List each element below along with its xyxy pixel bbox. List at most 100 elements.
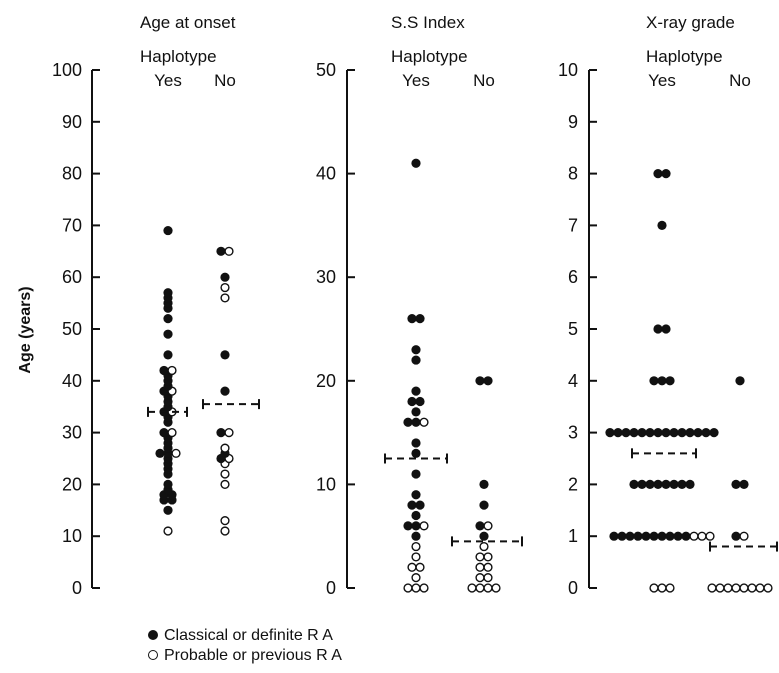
data-point-probable xyxy=(419,583,429,593)
panel-title: Age at onset xyxy=(140,13,236,32)
data-point-probable xyxy=(475,562,485,572)
data-point-classical xyxy=(653,479,663,489)
y-tick-label: 0 xyxy=(72,578,82,598)
data-point-classical xyxy=(415,314,425,324)
data-point-classical xyxy=(735,376,745,386)
group-label: Haplotype xyxy=(646,47,723,66)
data-point-probable xyxy=(224,428,234,438)
data-point-probable xyxy=(163,526,173,536)
data-point-classical xyxy=(653,324,663,334)
data-point-classical xyxy=(479,479,489,489)
data-point-classical xyxy=(415,396,425,407)
data-point-probable xyxy=(220,443,230,453)
y-tick-label: 20 xyxy=(62,474,82,494)
data-point-classical xyxy=(677,479,687,489)
y-tick-label: 10 xyxy=(316,474,336,494)
data-point-classical xyxy=(669,479,679,489)
data-point-probable xyxy=(697,531,707,541)
y-tick-label: 20 xyxy=(316,371,336,391)
data-point-probable xyxy=(649,583,659,593)
legend-item-classical: Classical or definite R A xyxy=(148,627,342,647)
data-point-probable xyxy=(411,573,421,583)
group-label: Haplotype xyxy=(140,47,217,66)
data-point-classical xyxy=(701,428,711,438)
data-point-probable xyxy=(483,583,493,593)
y-tick-label: 10 xyxy=(558,60,578,80)
data-point-probable xyxy=(475,583,485,593)
data-point-probable xyxy=(220,293,230,303)
y-tick-label: 30 xyxy=(316,267,336,287)
y-tick-label: 2 xyxy=(568,474,578,494)
data-point-probable xyxy=(479,541,489,552)
y-tick-label: 60 xyxy=(62,267,82,287)
data-point-classical xyxy=(479,531,489,541)
y-tick-label: 50 xyxy=(62,319,82,339)
data-point-classical xyxy=(411,417,421,427)
y-tick-label: 8 xyxy=(568,164,578,184)
category-label: No xyxy=(473,71,495,90)
data-point-classical xyxy=(159,428,169,438)
data-point-classical xyxy=(629,479,639,489)
y-tick-label: 7 xyxy=(568,215,578,235)
y-tick-label: 30 xyxy=(62,423,82,443)
data-point-classical xyxy=(407,396,417,407)
data-point-probable xyxy=(220,282,230,293)
data-point-classical xyxy=(605,428,615,438)
data-point-classical xyxy=(155,448,165,458)
data-point-probable xyxy=(755,583,765,593)
filled-circle-icon xyxy=(148,629,158,640)
data-point-classical xyxy=(411,510,421,521)
data-point-probable xyxy=(657,583,667,593)
data-point-probable xyxy=(467,583,477,593)
data-point-probable xyxy=(739,531,749,541)
data-point-classical xyxy=(613,428,623,438)
category-label: Yes xyxy=(154,71,182,90)
data-point-probable xyxy=(419,521,429,531)
legend: Classical or definite R A Probable or pr… xyxy=(148,627,342,667)
y-tick-label: 3 xyxy=(568,423,578,443)
y-tick-label: 100 xyxy=(52,60,82,80)
data-point-probable xyxy=(220,526,230,536)
data-point-probable xyxy=(167,365,177,376)
y-tick-label: 4 xyxy=(568,371,578,391)
data-point-probable xyxy=(407,562,417,572)
data-point-classical xyxy=(653,169,663,179)
data-point-probable xyxy=(483,521,493,531)
data-point-classical xyxy=(411,158,421,168)
data-point-classical xyxy=(641,531,651,541)
data-point-classical xyxy=(411,345,421,355)
data-point-classical xyxy=(407,314,417,324)
data-point-classical xyxy=(645,428,655,438)
data-point-classical xyxy=(403,521,413,531)
data-point-classical xyxy=(411,407,421,417)
data-point-classical xyxy=(661,169,671,179)
legend-label-probable: Probable or previous R A xyxy=(164,647,342,664)
data-point-classical xyxy=(216,428,226,438)
data-point-classical xyxy=(685,428,695,438)
data-point-classical xyxy=(479,500,489,510)
category-label: Yes xyxy=(402,71,430,90)
data-point-classical xyxy=(415,500,425,510)
y-tick-label: 5 xyxy=(568,319,578,339)
data-point-probable xyxy=(475,552,485,562)
y-tick-label: 80 xyxy=(62,164,82,184)
data-point-classical xyxy=(661,479,671,489)
data-point-classical xyxy=(649,376,659,386)
data-point-classical xyxy=(617,531,627,541)
panel-title: X-ray grade xyxy=(646,13,735,32)
data-point-classical xyxy=(653,428,663,438)
data-point-classical xyxy=(665,531,675,541)
y-tick-label: 70 xyxy=(62,215,82,235)
data-point-classical xyxy=(673,531,683,541)
data-point-classical xyxy=(220,350,230,360)
data-point-classical xyxy=(709,428,719,438)
legend-item-probable: Probable or previous R A xyxy=(148,647,342,667)
data-point-classical xyxy=(669,428,679,438)
data-point-classical xyxy=(163,479,173,489)
data-point-classical xyxy=(657,220,667,230)
y-tick-label: 0 xyxy=(326,578,336,598)
data-point-classical xyxy=(163,329,173,339)
data-point-classical xyxy=(475,521,485,531)
data-point-classical xyxy=(411,448,421,458)
